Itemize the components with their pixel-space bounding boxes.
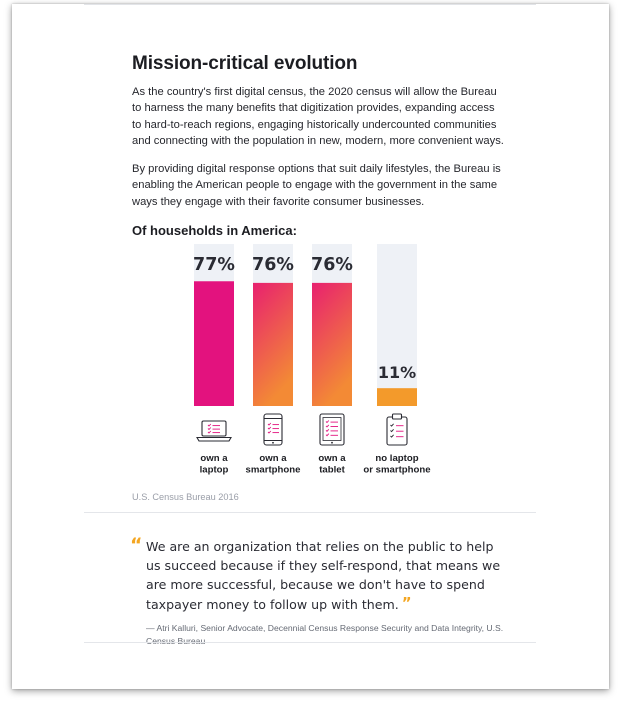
category-label-laptop-line-2: laptop (200, 465, 229, 476)
quote-text: We are an organization that relies on th… (146, 539, 501, 612)
chart-source: U.S. Census Bureau 2016 (132, 492, 239, 502)
chart-heading: Of households in America: (132, 223, 297, 239)
clipboard-checklist-icon (386, 413, 408, 446)
divider-above-quote (84, 512, 536, 513)
divider-below-quote (84, 642, 536, 643)
bar-track-no-device (377, 244, 417, 406)
open-quote-icon: “ (130, 534, 143, 556)
close-quote-icon: ” (401, 594, 412, 612)
article-intro: Mission-critical evolution As the countr… (132, 52, 504, 240)
category-label-laptop-line-1: own a (200, 453, 228, 464)
category-label-smartphone-line-1: own a (259, 453, 287, 464)
intro-paragraph-1: As the country's first digital census, t… (132, 86, 504, 147)
tablet-icon (319, 413, 345, 446)
category-label-tablet-line-2: tablet (319, 465, 345, 476)
category-label-no-device-line-1: no laptop (375, 453, 418, 464)
intro-paragraph-2: By providing digital response options th… (132, 163, 501, 208)
value-label-smartphone: 76% (252, 255, 294, 275)
value-label-no-device: 11% (378, 363, 416, 382)
bar-smartphone (253, 282, 293, 406)
category-label-no-device-line-2: or smartphone (363, 465, 430, 476)
pull-quote: “We are an organization that relies on t… (130, 534, 512, 648)
top-divider (84, 4, 536, 5)
quote-body: “We are an organization that relies on t… (130, 534, 512, 614)
value-label-tablet: 76% (311, 255, 353, 275)
category-label-smartphone-line-2: smartphone (246, 465, 301, 476)
value-label-laptop: 77% (193, 255, 235, 275)
category-label-tablet-line-1: own a (318, 453, 346, 464)
smartphone-icon (263, 413, 283, 446)
document-page (12, 4, 609, 689)
bar-laptop (194, 281, 234, 406)
bar-tablet (312, 282, 352, 406)
bar-no-device (377, 388, 417, 406)
laptop-icon (196, 420, 232, 442)
section-title: Mission-critical evolution (132, 53, 358, 74)
quote-attribution: — Atri Kalluri, Senior Advocate, Decenni… (146, 623, 504, 646)
